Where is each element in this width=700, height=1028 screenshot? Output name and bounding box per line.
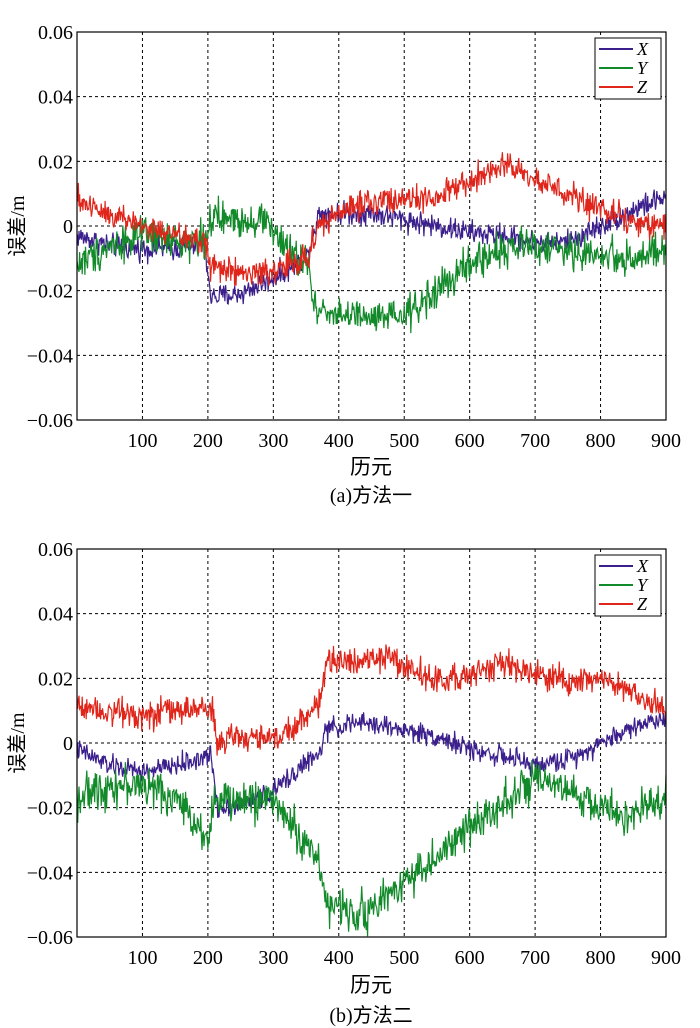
y-tick-label: 0.06 [38,22,73,44]
series-line-z-a [77,152,666,286]
legend-label: X [636,556,649,576]
legend-label: X [636,39,649,59]
y-tick-label: 0.04 [38,87,73,109]
series-b [77,645,666,937]
x-tick-label: 600 [455,430,485,452]
series-line-y-b [77,760,666,936]
x-tick-labels-b: 100 200 300 400 500 600 700 800 900 [127,947,681,969]
x-tick-label: 900 [651,947,681,969]
x-tick-label: 300 [258,947,288,969]
legend-b: XYZ [595,555,661,616]
y-tick-label: −0.04 [27,862,73,884]
x-tick-label: 700 [520,947,550,969]
y-tick-label: −0.02 [27,281,73,303]
x-tick-label: 600 [455,947,485,969]
x-tick-label: 900 [651,430,681,452]
x-tick-label: 800 [586,430,616,452]
x-tick-label: 800 [586,947,616,969]
y-tick-label: 0.02 [38,668,73,690]
legend-label: Z [637,77,648,97]
chart-panel-b: 100 200 300 400 500 600 700 800 900 −0.06−0.04−0… [6,539,681,1027]
x-tick-label: 300 [258,430,288,452]
y-tick-labels-b: −0.06 −0.04 −0.02 0 0.02 0.04 0.06 [27,539,73,949]
grid-b [77,549,666,937]
y-tick-label: −0.04 [27,345,73,367]
x-tick-label: 200 [193,430,223,452]
x-tick-label: 100 [127,947,157,969]
y-axis-label-a: 误差/m [6,195,29,257]
y-tick-label: 0.06 [38,539,73,561]
x-tick-label: 500 [389,430,419,452]
grid-a [77,32,666,420]
x-tick-label: 400 [324,430,354,452]
legend-label: Z [637,594,648,614]
y-tick-label: 0 [63,733,73,755]
x-axis-label-b: 历元 [350,973,392,997]
y-tick-label: 0.02 [38,151,73,173]
y-tick-label: 0 [63,216,73,238]
x-axis-label-a: 历元 [350,455,392,479]
x-tick-labels-a: 100 200 300 400 500 600 700 800 900 [127,430,681,452]
y-tick-label: −0.02 [27,798,73,820]
chart-panel-a: 100 200 300 400 500 600 700 800 900 −0.06−0.04−0… [6,22,681,507]
series-line-x-b [77,712,666,818]
series-a [77,152,666,333]
legend-a: XYZ [595,38,661,99]
x-tick-label: 200 [193,947,223,969]
x-tick-label: 700 [520,430,550,452]
y-tick-label: 0.04 [38,604,73,626]
series-line-z-b [77,645,666,756]
y-tick-label: −0.06 [27,927,73,949]
x-tick-label: 400 [324,947,354,969]
caption-b: (b)方法二 [329,1004,412,1027]
x-tick-label: 500 [389,947,419,969]
x-tick-label: 100 [127,430,157,452]
y-tick-labels-a: −0.06 −0.04 −0.02 0 0.02 0.04 0.06 [27,22,73,432]
y-axis-label-b: 误差/m [6,712,29,774]
y-tick-label: −0.06 [27,410,73,432]
caption-a: (a)方法一 [330,484,412,507]
